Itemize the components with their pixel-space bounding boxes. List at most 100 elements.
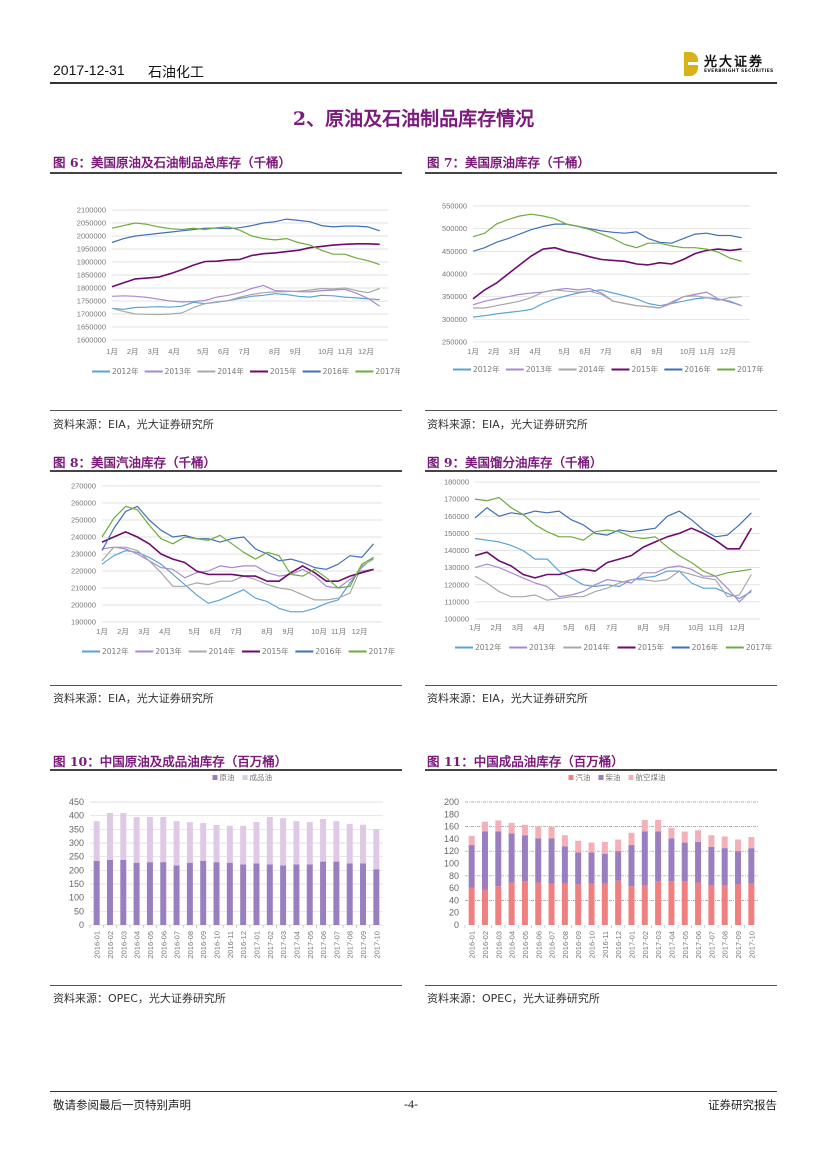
x-tick-label: 9月: [290, 347, 302, 356]
bar-柴油: [481, 831, 488, 890]
y-tick-label: 140000: [444, 546, 469, 555]
y-tick-label: 1800000: [77, 284, 106, 293]
y-tick-label: 170000: [444, 495, 469, 504]
x-tick-label: 2016-06: [534, 931, 543, 959]
footer-report-type: 证券研究报告: [708, 1098, 777, 1112]
x-tick-label: 6月: [210, 627, 222, 636]
x-tick-label: 2017-04: [667, 931, 676, 959]
legend-label: 2015年: [638, 642, 665, 652]
x-tick-label: 2月: [488, 347, 500, 356]
figure-6-title: 图 6：美国原油及石油制品总库存（千桶）: [53, 155, 292, 170]
bar-成品油: [213, 824, 220, 863]
report-sector: 石油化工: [148, 65, 204, 81]
bar-汽油: [681, 881, 688, 925]
x-tick-label: 2月: [127, 347, 139, 356]
series-line-2016: [474, 507, 752, 538]
x-tick-label: 10月: [688, 623, 704, 632]
bar-原油: [306, 864, 313, 925]
bar-汽油: [535, 882, 542, 925]
bar-柴油: [628, 845, 635, 887]
x-tick-label: 2017-09: [734, 931, 743, 959]
series-line-2012: [474, 537, 752, 600]
figure-6-chart: 2100000 2050000 2000000 1950000 1900000 18500…: [50, 192, 400, 387]
x-tick-label: 7月: [231, 627, 243, 636]
logo-name-cn: 光大证券: [704, 55, 765, 70]
x-tick-label: 10月: [318, 347, 334, 356]
bar-航空煤油: [681, 831, 688, 843]
bar-航空煤油: [695, 830, 702, 842]
x-tick-label: 6月: [579, 347, 591, 356]
section-title: 2、原油及石油制品库存情况: [292, 108, 535, 130]
bar-原油: [133, 862, 140, 925]
x-tick-label: 2月: [117, 627, 129, 636]
y-tick-label: 100000: [444, 615, 469, 624]
legend-label: 2017年: [737, 364, 764, 374]
series-line-2016: [472, 223, 742, 252]
bar-航空煤油: [735, 839, 742, 852]
legend-label: 2016年: [684, 364, 711, 374]
x-tick-label: 2016-03: [119, 931, 128, 959]
series-line-2015: [101, 531, 374, 582]
x-tick-label: 6月: [585, 623, 597, 632]
series-line-2013: [472, 287, 742, 309]
x-tick-label: 2月: [491, 623, 503, 632]
bar-汽油: [601, 883, 608, 925]
x-tick-label: 7月: [600, 347, 612, 356]
bar-原油: [200, 860, 207, 925]
x-tick-label: 2017-05: [306, 931, 315, 959]
y-tick-label: 190000: [71, 618, 96, 627]
bar-航空煤油: [588, 842, 595, 853]
bar-航空煤油: [521, 824, 528, 836]
y-tick-label: 160: [444, 822, 459, 832]
x-tick-label: 2016-05: [146, 931, 155, 959]
y-tick-label: 0: [79, 920, 84, 930]
bar-柴油: [615, 851, 622, 881]
legend-label: 2014年: [209, 646, 236, 656]
figure-7-source-rule: [425, 410, 777, 411]
bar-汽油: [628, 886, 635, 925]
figure-9-chart: 180000 170000 160000 150000 140000 130000 1200…: [425, 472, 785, 672]
series-line-2014: [101, 546, 374, 601]
y-tick-label: 1850000: [77, 271, 106, 280]
y-tick-label: 110000: [445, 597, 469, 606]
y-tick-label: 160000: [444, 512, 469, 521]
legend-label: 2014年: [583, 642, 610, 652]
bar-汽油: [548, 883, 555, 925]
x-tick-label: 2016-01: [468, 931, 477, 959]
bar-柴油: [681, 842, 688, 882]
x-tick-label: 2016-11: [226, 931, 235, 958]
y-tick-label: 180000: [444, 478, 469, 487]
x-tick-label: 12月: [352, 627, 368, 636]
x-tick-label: 2016-01: [93, 931, 102, 959]
x-tick-label: 5月: [563, 623, 575, 632]
legend-label: 2014年: [217, 366, 244, 376]
bar-航空煤油: [748, 837, 755, 849]
figure-6-source-rule: [50, 410, 402, 411]
series-line-2014: [474, 570, 752, 601]
legend-swatch: [568, 775, 574, 780]
y-tick-label: 150: [69, 879, 84, 889]
bar-成品油: [306, 821, 313, 865]
bar-成品油: [106, 812, 113, 860]
bar-柴油: [641, 831, 648, 886]
bar-航空煤油: [548, 826, 555, 839]
y-tick-label: 250000: [442, 338, 467, 347]
y-tick-label: 200: [69, 865, 84, 875]
x-tick-label: 2016-07: [173, 931, 182, 959]
bar-汽油: [641, 885, 648, 925]
y-tick-label: 60: [449, 883, 459, 893]
x-tick-label: 2017-02: [266, 931, 275, 959]
bar-原油: [106, 859, 113, 925]
bar-原油: [240, 864, 247, 925]
x-tick-label: 12月: [720, 347, 736, 356]
y-tick-label: 0: [454, 920, 459, 930]
x-tick-label: 2017-03: [654, 931, 663, 959]
y-tick-label: 130000: [444, 563, 469, 572]
x-tick-label: 2016-12: [239, 931, 248, 959]
bar-航空煤油: [668, 827, 675, 839]
bar-成品油: [146, 817, 153, 863]
x-tick-label: 2017-08: [346, 931, 355, 959]
series-line-2016: [111, 218, 380, 244]
figure-9-title: 图 9：美国馏分油库存（千桶）: [427, 455, 603, 470]
bar-汽油: [521, 881, 528, 925]
